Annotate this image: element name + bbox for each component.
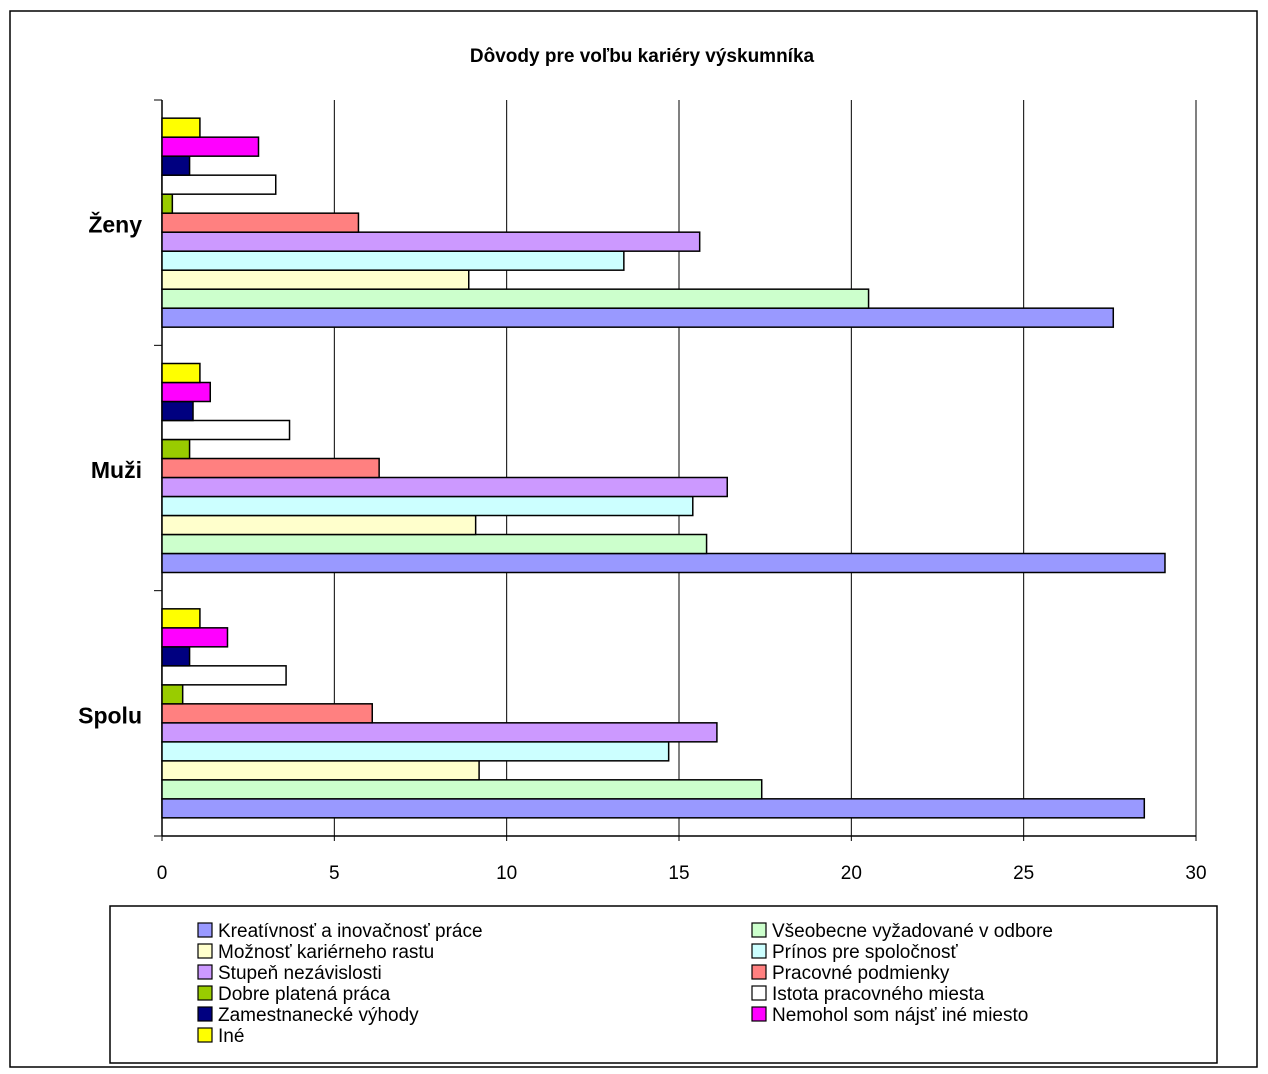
bar (161, 514, 477, 536)
legend-label: Všeobecne vyžadované v odbore (772, 921, 1053, 942)
bar (161, 250, 625, 271)
bar (161, 608, 201, 629)
legend-swatch (197, 922, 213, 938)
legend-swatch (197, 1006, 213, 1022)
bar (161, 307, 1115, 328)
category-label: Spolu (78, 702, 142, 728)
bar (161, 495, 694, 517)
bar (161, 419, 291, 441)
bar (161, 362, 201, 384)
bar (161, 552, 1166, 574)
x-tick-label: 30 (1185, 863, 1206, 884)
legend-swatch (197, 943, 213, 959)
legend-label: Istota pracovného miesta (772, 984, 985, 1005)
legend-swatch (751, 1006, 767, 1022)
bar (161, 269, 470, 290)
bar (161, 288, 870, 309)
bar (161, 457, 380, 479)
bar (161, 646, 191, 667)
bar (161, 136, 260, 157)
x-tick-label: 25 (1013, 863, 1034, 884)
legend-swatch (751, 922, 767, 938)
bar (161, 722, 718, 743)
legend-swatch (197, 1027, 213, 1043)
bar (161, 381, 212, 403)
bar (161, 155, 191, 176)
legend-swatch (751, 985, 767, 1001)
legend-label: Zamestnanecké výhody (218, 1005, 419, 1026)
bar (161, 741, 670, 762)
bar (161, 193, 174, 214)
legend-label: Kreatívnosť a inovačnosť práce (218, 921, 483, 942)
legend-label: Pracovné podmienky (772, 963, 950, 984)
chart-title: Dôvody pre voľbu kariéry výskumníka (470, 46, 815, 67)
legend-swatch (751, 943, 767, 959)
bar (161, 212, 360, 233)
legend-swatch (751, 964, 767, 980)
bar (161, 665, 287, 686)
bar (161, 684, 184, 705)
bar (161, 476, 729, 498)
legend-label: Možnosť kariérneho rastu (218, 942, 434, 963)
x-tick-label: 10 (496, 863, 517, 884)
legend-label: Stupeň nezávislosti (218, 963, 382, 984)
x-tick-label: 15 (668, 863, 689, 884)
bar (161, 798, 1146, 819)
category-label: Muži (91, 457, 142, 483)
bar (161, 779, 763, 800)
legend-label: Prínos pre spoločnosť (772, 942, 958, 963)
legend: Kreatívnosť a inovačnosť práce Všeobecne … (109, 905, 1218, 1064)
bar (161, 400, 194, 422)
legend-label: Dobre platená práca (218, 984, 391, 1005)
legend-label: Iné (218, 1026, 244, 1047)
legend-box (109, 905, 1218, 1064)
bar (161, 117, 201, 138)
legend-swatch (197, 964, 213, 980)
bar (161, 760, 480, 781)
bar (161, 231, 701, 252)
legend-swatch (197, 985, 213, 1001)
bar (161, 627, 229, 648)
bar (161, 438, 191, 460)
category-label: Ženy (88, 211, 142, 238)
legend-label: Nemohol som nájsť iné miesto (772, 1005, 1028, 1026)
bar (161, 533, 708, 555)
x-tick-label: 0 (157, 863, 168, 884)
x-tick-label: 5 (329, 863, 340, 884)
bar (161, 703, 373, 724)
x-tick-label: 20 (841, 863, 862, 884)
plot-area: 0 5 10 15 20 25 30 Spolu Muži Ženy (78, 99, 1207, 884)
bar (161, 174, 277, 195)
